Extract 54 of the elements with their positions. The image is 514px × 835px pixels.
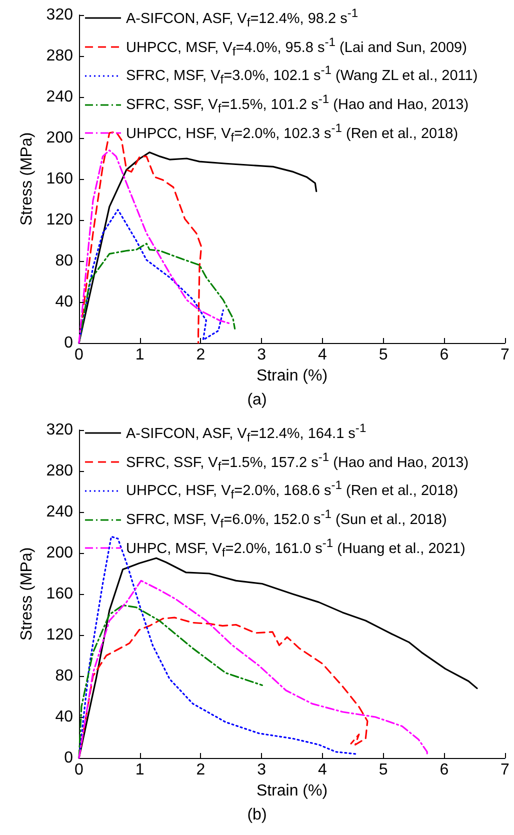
legend-label: UHPCC, HSF, V$_{f}$=2.0%, 168.6 s$^{-1}$ (Ren et al., 2018) xyxy=(126,477,458,504)
x-tick-label: 6 xyxy=(440,346,449,364)
x-tick-label: 6 xyxy=(440,762,449,778)
x-tick-label: 2 xyxy=(196,762,206,778)
legend-label: UHPCC, MSF, V$_{f}$=4.0%, 95.8 s$^{-1}$ (Lai and Sun, 2009) xyxy=(126,34,467,60)
y-tick-label: 0 xyxy=(64,334,74,352)
line-series xyxy=(78,580,428,759)
line-series xyxy=(78,150,231,344)
y-tick-label: 80 xyxy=(55,668,74,684)
x-tick-label: 4 xyxy=(318,346,327,364)
x-tick-label: 3 xyxy=(257,346,266,364)
x-tick-label: 2 xyxy=(196,346,206,364)
y-tick-label: 240 xyxy=(46,88,74,106)
x-axis-title: Strain (%) xyxy=(256,782,328,800)
y-tick-label: 240 xyxy=(46,504,74,520)
x-tick-label: 7 xyxy=(500,762,510,778)
x-tick-label: 1 xyxy=(135,762,144,778)
y-tick-label: 280 xyxy=(46,48,74,64)
x-tick-label: 0 xyxy=(74,762,84,778)
y-tick-label: 0 xyxy=(64,750,74,766)
y-tick-label: 120 xyxy=(46,212,74,228)
y-tick-label: 120 xyxy=(46,626,74,644)
y-tick-label: 80 xyxy=(55,252,74,270)
legend-label: SFRC, SSF, V$_{f}$=1.5%, 101.2 s$^{-1}$ (Hao and Hao, 2013) xyxy=(126,91,469,118)
legend-label: A-SIFCON, ASF, V$_{f}$=12.4%, 164.1 s$^{-1}$ xyxy=(126,420,366,447)
legend-label: SFRC, MSF, V$_{f}$=6.0%, 152.0 s$^{-1}$ (Sun et al., 2018) xyxy=(126,506,447,533)
legend-label: A-SIFCON, ASF, V$_{f}$=12.4%, 98.2 s$^{-1}$ xyxy=(126,5,358,32)
legend-label: SFRC, MSF, V$_{f}$=3.0%, 102.1 s$^{-1}$ (Wang ZL et al., 2011) xyxy=(126,62,478,90)
x-tick-label: 1 xyxy=(135,346,144,364)
line-series xyxy=(78,604,263,759)
x-tick-label: 7 xyxy=(500,346,510,364)
x-axis-title: Strain (%) xyxy=(256,367,328,384)
x-tick-label: 5 xyxy=(378,346,388,364)
legend-label: UHPCC, HSF, V$_{f}$=2.0%, 102.3 s$^{-1}$ (Ren et al., 2018) xyxy=(126,120,458,147)
legend-label: SFRC, SSF, V$_{f}$=1.5%, 157.2 s$^{-1}$ (Hao and Hao, 2013) xyxy=(126,448,469,476)
y-tick-label: 200 xyxy=(46,130,74,146)
y-tick-label: 320 xyxy=(46,422,74,438)
x-tick-label: 5 xyxy=(378,762,388,778)
x-tick-label: 4 xyxy=(318,762,327,778)
y-tick-label: 320 xyxy=(46,6,74,24)
text: (b) xyxy=(247,806,267,824)
y-tick-label: 40 xyxy=(55,294,74,310)
legend-label: UHPC, MSF, V$_{f}$=2.0%, 161.0 s$^{-1}$ (Huang et al., 2021) xyxy=(126,534,466,562)
line-series xyxy=(78,242,236,344)
x-tick-label: 0 xyxy=(74,346,84,364)
y-tick-label: 40 xyxy=(55,708,74,726)
text: (a) xyxy=(247,392,267,408)
y-tick-label: 200 xyxy=(46,544,74,562)
y-tick-label: 280 xyxy=(46,462,74,480)
y-tick-label: 160 xyxy=(46,170,74,188)
y-tick-label: 160 xyxy=(46,586,74,602)
x-tick-label: 3 xyxy=(257,762,266,778)
y-axis-title: Stress (MPa) xyxy=(18,132,36,226)
y-axis-title: Stress (MPa) xyxy=(18,547,36,641)
